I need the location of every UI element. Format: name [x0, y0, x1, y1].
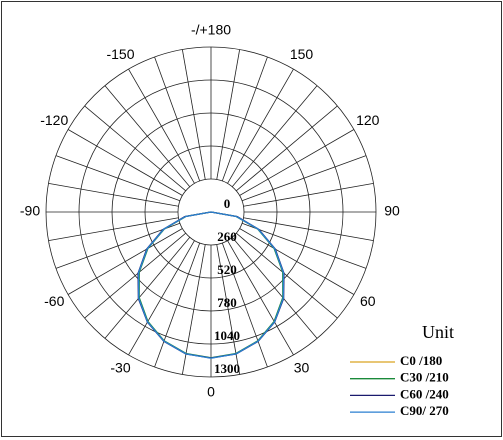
legend-label: C30 /210 [400, 370, 449, 385]
theta-tick-label: -90 [20, 203, 40, 219]
legend-label: C60 /240 [400, 386, 449, 401]
series-line [137, 211, 285, 359]
ring [78, 79, 344, 345]
r-tick-label: 520 [217, 262, 237, 277]
theta-tick-label: 0 [207, 384, 215, 400]
r-tick-label: 1040 [214, 328, 240, 343]
theta-tick-label: -/+180 [191, 22, 231, 38]
theta-tick-label: -30 [110, 359, 130, 375]
legend-label: C0 /180 [400, 353, 442, 368]
r-tick-label: 1300 [214, 361, 240, 376]
theta-tick-label: 120 [356, 112, 380, 128]
ring [144, 145, 278, 279]
theta-tick-label: 150 [290, 46, 314, 62]
ring [111, 112, 311, 312]
theta-tick-label: 30 [294, 359, 310, 375]
theta-tick-label: 90 [384, 203, 400, 219]
theta-tick-label: -150 [106, 46, 134, 62]
theta-tick-label: 60 [360, 293, 376, 309]
r-tick-label: 260 [217, 229, 237, 244]
theta-tick-label: -60 [44, 293, 64, 309]
theta-tick-label: -120 [40, 112, 68, 128]
r-tick-label: 780 [217, 295, 237, 310]
legend-label: C90/ 270 [400, 403, 449, 418]
ring [177, 178, 245, 246]
legend-title: Unit [422, 322, 454, 342]
ring [45, 46, 377, 378]
r-tick-label: 0 [224, 196, 231, 211]
